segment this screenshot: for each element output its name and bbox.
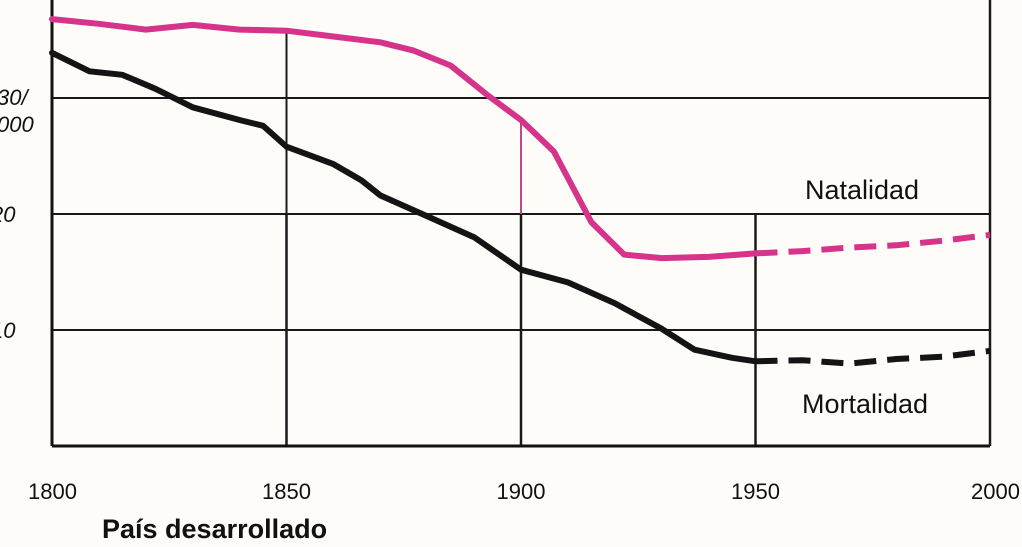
x-tick-label-1950: 1950 [731, 479, 780, 504]
y-tick-label-20: 20 [0, 202, 16, 227]
y-tick-label-30-sub: 000 [0, 112, 34, 137]
y-tick-label-30: 30/ [0, 85, 29, 110]
series-label-natalidad: Natalidad [805, 175, 919, 205]
axes [50, 0, 990, 448]
series-projection-natalidad [755, 231, 991, 257]
series-layer [49, 16, 991, 367]
x-tick-label-1800: 1800 [28, 479, 77, 504]
tick-labels: 1800 1850 1900 1950 2000 10 20 30/000 [0, 85, 1020, 504]
series-projection-mortalidad [755, 347, 991, 367]
x-tick-label-2000: 2000 [971, 479, 1020, 504]
grid-lines [52, 0, 992, 446]
series-line-natalidad [49, 16, 759, 262]
x-tick-label-1850: 1850 [262, 479, 311, 504]
series-line-mortalidad [49, 49, 759, 365]
series-label-mortalidad: Mortalidad [802, 389, 928, 419]
x-tick-label-1900: 1900 [497, 479, 546, 504]
y-tick-label-10: 10 [0, 318, 16, 343]
chart-caption: País desarrollado [102, 514, 327, 544]
